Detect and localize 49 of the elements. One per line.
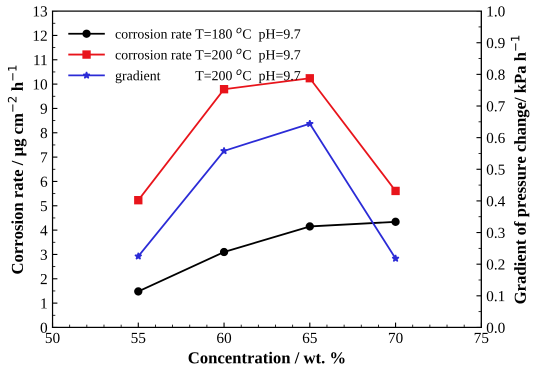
y2-tick-label: 0.6	[486, 132, 505, 144]
y-tick-label: 2	[40, 274, 47, 284]
y-tick-label: 8	[40, 128, 48, 138]
point	[134, 287, 142, 296]
y-tick-label: 6	[40, 176, 48, 187]
y-tick-label: 4	[40, 225, 48, 236]
y-tick-label: 5	[40, 201, 48, 212]
x-tick-label: 70	[388, 332, 403, 344]
y2-tick-label: 0.5	[486, 164, 505, 175]
y2-tick-label: 0.4	[486, 196, 506, 206]
y2-tick-label: 0.7	[486, 101, 505, 112]
y-tick-label: 13	[34, 6, 48, 17]
y2-tick-label: 0.0	[486, 322, 505, 333]
y-tick-label: 1	[41, 298, 47, 308]
y2-tick-label: 0.1	[486, 290, 504, 302]
y2-tick-label: 0.3	[486, 228, 505, 238]
point	[306, 222, 314, 231]
y2-tick-label: 0.2	[486, 259, 504, 270]
x-tick-label: 75	[474, 332, 488, 344]
point	[220, 248, 228, 256]
legend-label: corrosion rate T=200 $^{o}$C pH=9.7	[116, 48, 300, 62]
point	[220, 85, 228, 94]
y-tick-label: 3	[40, 250, 48, 260]
point	[306, 74, 314, 82]
x-tick-label: 65	[302, 332, 317, 344]
legend-label: gradient T=200 $^{o}$C pH=9.7	[116, 69, 300, 84]
y-tick-label: 11	[34, 54, 47, 66]
point	[220, 146, 228, 154]
x-tick-label: 50	[46, 332, 60, 344]
point	[306, 120, 314, 128]
x-tick-label: 60	[217, 332, 232, 344]
x-axis-title: Concentration / wt. %	[188, 352, 345, 364]
point	[391, 186, 400, 196]
y2-tick-label: 0.8	[486, 70, 505, 80]
y-tick-label: 9	[40, 104, 48, 114]
y-tick-label: 7	[41, 152, 48, 162]
y2-tick-label: 1.0	[488, 6, 505, 17]
legend-label: corrosion rate T=180 $^{o}$C pH=9.7	[116, 28, 300, 42]
point	[134, 196, 142, 204]
point	[392, 254, 400, 262]
y-tick-label: 10	[34, 79, 48, 90]
y-tick-label: 12	[34, 30, 47, 41]
y2-tick-label: 0.9	[486, 38, 505, 48]
y2-axis-title: Gradient of pressure change/ kPa h$^{−1}$	[510, 36, 530, 304]
point	[391, 218, 400, 226]
y-axis-title: Corrosion rate / µg cm$^{−2}$ h$^{−1}$	[8, 66, 27, 274]
point	[134, 252, 142, 260]
y-tick-label: 0	[40, 322, 48, 333]
x-tick-label: 55	[132, 332, 146, 344]
